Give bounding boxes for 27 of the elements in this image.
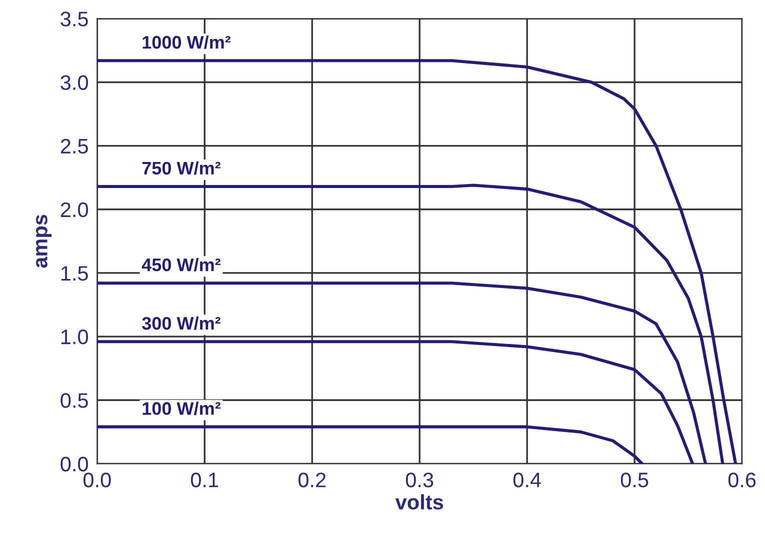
line-series	[97, 425, 644, 464]
y-tick-label: 1.5	[61, 266, 88, 281]
x-tick-label: 0.3	[406, 472, 434, 488]
x-tick-label: 0.1	[190, 472, 218, 488]
y-tick-label: 2.0	[60, 202, 88, 218]
x-axis-title: volts	[395, 494, 444, 510]
line-series	[97, 59, 738, 464]
y-tick-label: 2.5	[60, 138, 88, 154]
series-label: 450 W/m²	[142, 258, 220, 272]
series-label: 100 W/m²	[142, 402, 220, 416]
line-series	[97, 340, 694, 464]
series-label: 1000 W/m²	[142, 35, 231, 49]
y-tick-label: 0.5	[60, 393, 88, 408]
x-tick-label: 0.0	[83, 472, 111, 488]
line-series	[97, 184, 724, 464]
x-tick-label: 0.4	[513, 472, 541, 488]
line-series	[97, 282, 708, 464]
y-tick-label: 1.0	[61, 330, 88, 344]
y-tick-label: 3.5	[60, 12, 88, 26]
series-label: 300 W/m²	[142, 316, 220, 330]
y-tick-label: 0.0	[60, 456, 88, 472]
x-tick-label: 0.2	[298, 472, 326, 488]
y-tick-label: 3.0	[60, 75, 88, 90]
series-label: 750 W/m²	[142, 161, 220, 175]
x-tick-label: 0.5	[620, 472, 648, 488]
y-axis-title: amps	[36, 214, 52, 268]
x-tick-label: 0.6	[728, 472, 756, 488]
